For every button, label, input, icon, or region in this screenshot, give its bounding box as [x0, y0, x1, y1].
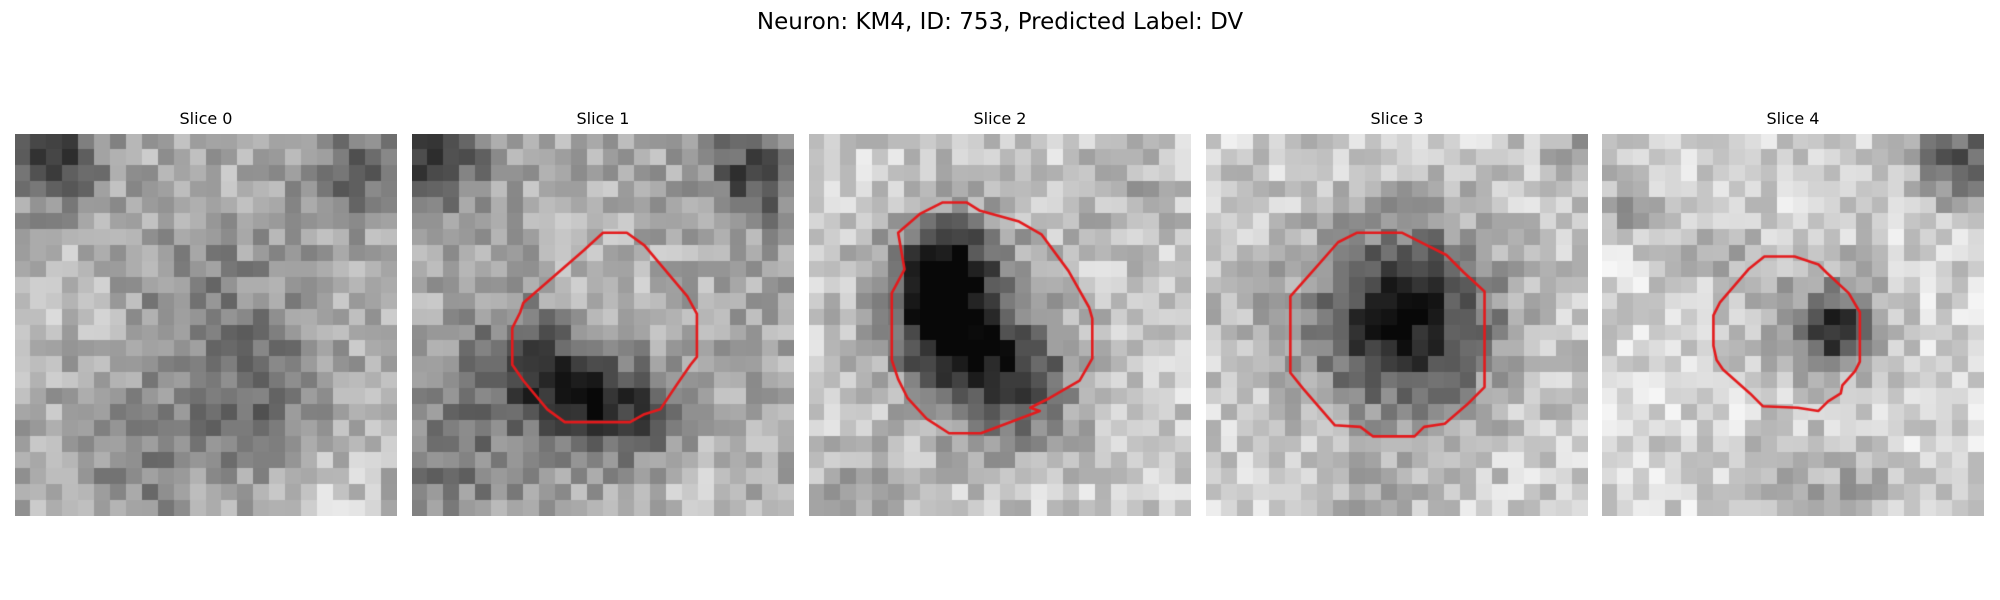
slice-image-3: [1206, 134, 1588, 516]
slice-title-2: Slice 2: [973, 109, 1027, 128]
slice-panel-1: Slice 1: [412, 108, 794, 516]
slice-title-0: Slice 0: [179, 109, 233, 128]
slice-image-2: [809, 134, 1191, 516]
slice-panel-3: Slice 3: [1206, 108, 1588, 516]
slice-image-0: [15, 134, 397, 516]
figure-title: Neuron: KM4, ID: 753, Predicted Label: D…: [756, 9, 1244, 35]
slice-image-4: [1602, 134, 1984, 516]
slice-title-3: Slice 3: [1370, 109, 1424, 128]
slice-title-4: Slice 4: [1766, 109, 1820, 128]
slice-panel-0: Slice 0: [15, 108, 397, 516]
slice-title-1: Slice 1: [576, 109, 630, 128]
slice-image-1: [412, 134, 794, 516]
slice-panel-4: Slice 4: [1602, 108, 1984, 516]
slice-panel-2: Slice 2: [809, 108, 1191, 516]
